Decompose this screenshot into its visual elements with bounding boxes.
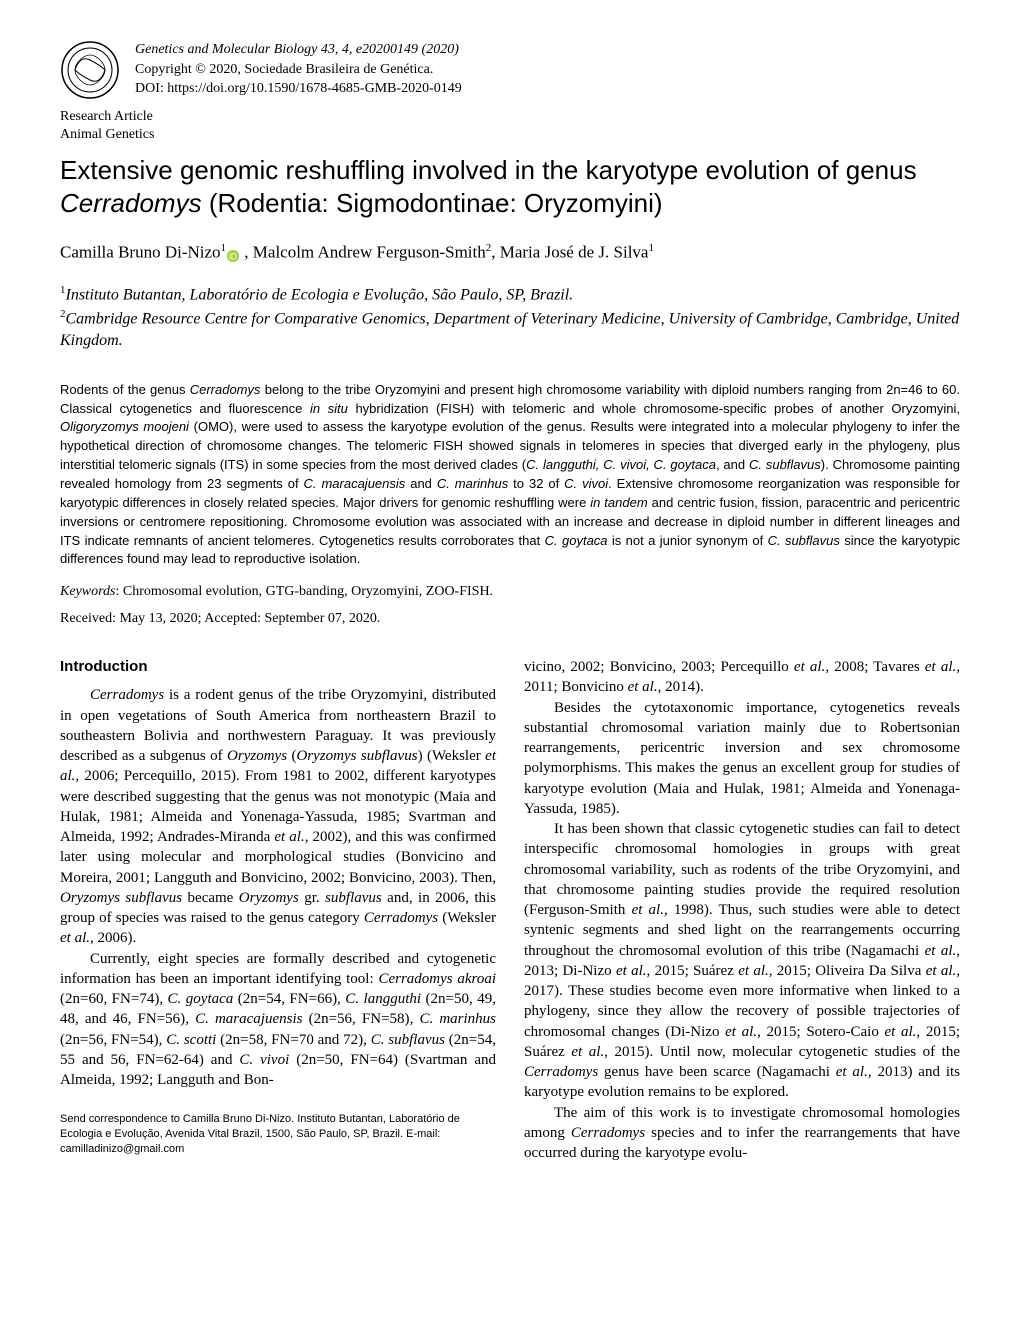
title-main: Extensive genomic reshuffling involved i…: [60, 155, 917, 185]
author-3: , Maria José de J. Silva: [491, 243, 648, 262]
dates: Received: May 13, 2020; Accepted: Septem…: [60, 610, 960, 629]
article-type: Research Article: [60, 108, 960, 126]
doi: DOI: https://doi.org/10.1590/1678-4685-G…: [135, 79, 462, 99]
authors: Camilla Bruno Di-Nizo 1 iD , Malcolm Andre…: [60, 241, 960, 265]
affiliations: 1Instituto Butantan, Laboratório de Ecol…: [60, 283, 960, 353]
para-cont: vicino, 2002; Bonvicino, 2003; Percequil…: [524, 657, 960, 698]
keywords: Keywords: Chromosomal evolution, GTG-ban…: [60, 583, 960, 602]
affiliation-2: 2Cambridge Resource Centre for Comparati…: [60, 307, 960, 353]
body-columns: Introduction Cerradomys is a rodent genu…: [60, 657, 960, 1163]
column-right: vicino, 2002; Bonvicino, 2003; Percequil…: [524, 657, 960, 1163]
keywords-text: : Chromosomal evolution, GTG-banding, Or…: [115, 584, 493, 599]
column-left: Introduction Cerradomys is a rodent genu…: [60, 657, 496, 1163]
author-1: Camilla Bruno Di-Nizo: [60, 243, 221, 262]
para-4: It has been shown that classic cytogenet…: [524, 819, 960, 1103]
article-meta: Research Article Animal Genetics: [60, 108, 960, 144]
article-title: Extensive genomic reshuffling involved i…: [60, 154, 960, 219]
journal-citation: Genetics and Molecular Biology 43, 4, e2…: [135, 40, 462, 60]
title-suffix: (Rodentia: Sigmodontinae: Oryzomyini): [202, 188, 663, 218]
author-3-sup: 1: [648, 242, 654, 254]
intro-heading: Introduction: [60, 657, 496, 677]
author-2: , Malcolm Andrew Ferguson-Smith: [240, 243, 486, 262]
aff-2-text: Cambridge Resource Centre for Comparativ…: [60, 310, 959, 349]
title-genus: Cerradomys: [60, 188, 202, 218]
para-2: Currently, eight species are formally de…: [60, 949, 496, 1091]
svg-text:iD: iD: [229, 252, 237, 262]
journal-info: Genetics and Molecular Biology 43, 4, e2…: [135, 40, 462, 99]
abstract: Rodents of the genus Cerradomys belong t…: [60, 381, 960, 569]
article-category: Animal Genetics: [60, 126, 960, 144]
para-1: Cerradomys is a rodent genus of the trib…: [60, 685, 496, 948]
journal-name: Genetics and Molecular Biology: [135, 42, 317, 57]
para-3: Besides the cytotaxonomic importance, cy…: [524, 698, 960, 820]
header-row: Genetics and Molecular Biology 43, 4, e2…: [60, 40, 960, 100]
keywords-label: Keywords: [60, 584, 115, 599]
aff-1-text: Instituto Butantan, Laboratório de Ecolo…: [66, 286, 574, 303]
copyright: Copyright © 2020, Sociedade Brasileira d…: [135, 60, 462, 80]
orcid-icon: iD: [226, 247, 240, 261]
journal-volume: 43, 4, e20200149 (2020): [317, 42, 459, 57]
para-5: The aim of this work is to investigate c…: [524, 1103, 960, 1164]
journal-logo: [60, 40, 120, 100]
affiliation-1: 1Instituto Butantan, Laboratório de Ecol…: [60, 283, 960, 307]
correspondence: Send correspondence to Camilla Bruno Di-…: [60, 1112, 496, 1157]
